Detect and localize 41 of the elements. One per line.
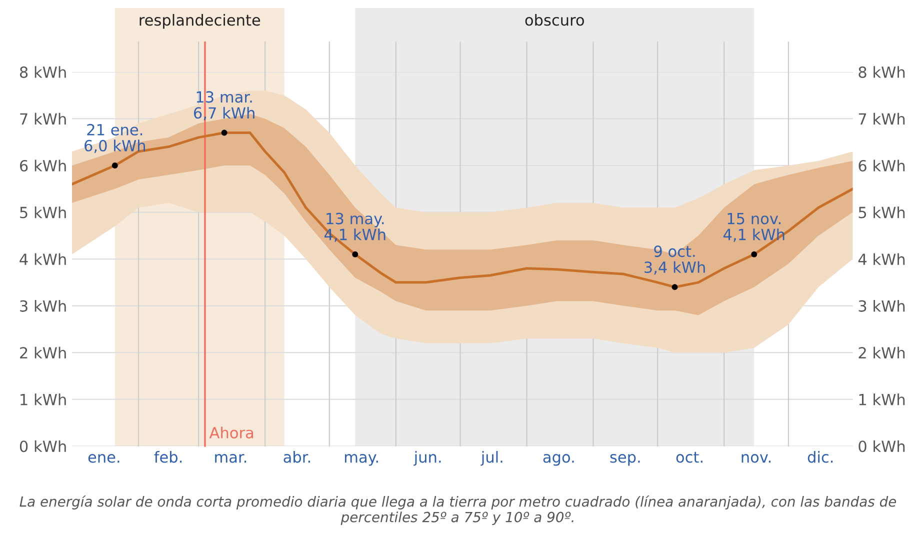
band-label: obscuro: [525, 14, 584, 26]
y-tick-label: 8 kWh: [20, 66, 66, 78]
annotation: 15 nov. 4,1 kWh: [723, 212, 784, 242]
y2-tick-label: 1 kWh: [859, 394, 905, 406]
y-tick-label: 2 kWh: [20, 346, 66, 358]
y2-tick-label: 7 kWh: [858, 112, 905, 125]
y-tick-label: 7 kWh: [20, 112, 66, 125]
x-tick-label: jul.: [480, 450, 502, 466]
annotation: 21 ene. 6,0 kWh: [84, 124, 145, 153]
y-tick-label: 5 kWh: [20, 206, 66, 218]
point: [751, 251, 758, 258]
y-tick-label: 4 kWh: [20, 253, 66, 265]
x-tick-label: mar.: [215, 454, 246, 463]
x-tick-label: abr.: [284, 450, 310, 463]
point: [221, 130, 228, 136]
y2-tick-label: 4 kWh: [858, 253, 905, 265]
band-label: resplandeciente: [140, 14, 260, 29]
y-tick-label: 1 kWh: [20, 394, 66, 406]
x-tick-label: jun.: [414, 450, 441, 466]
y-tick-label: 0 kWh: [20, 440, 66, 452]
y2-tick-label: 3 kWh: [858, 300, 905, 312]
y-tick-label: 6 kWh: [20, 160, 66, 172]
annotation: 9 oct. 3,4 kWh: [644, 246, 705, 275]
point: [352, 251, 358, 258]
y2-tick-label: 8 kWh: [858, 66, 905, 78]
x-tick-label: oct.: [676, 452, 702, 463]
x-tick-label: dic.: [808, 450, 833, 463]
x-tick-label: ene.: [88, 454, 120, 463]
x-tick-label: may.: [344, 454, 378, 466]
x-tick-label: sep.: [610, 454, 640, 466]
text: La energía solar de onda corta promedio diaria que llega a la tierra por metro cuadrado (línea anaranjada), con las bandas de percentiles 25º a 75º y 10º a 90º.: [20, 495, 896, 526]
x-tick-label: feb.: [154, 450, 182, 463]
y2-tick-label: 0 kWh: [858, 440, 905, 452]
x-tick-label: nov.: [742, 454, 770, 463]
y-tick-label: 3 kWh: [20, 300, 66, 312]
point: [672, 284, 678, 290]
y2-tick-label: 5 kWh: [858, 206, 905, 218]
y2-tick-label: 2 kWh: [858, 346, 905, 358]
x-tick-label: ago.: [543, 454, 574, 466]
ref-line-label: Ahora: [209, 426, 254, 438]
y2-tick-label: 6 kWh: [858, 160, 905, 172]
